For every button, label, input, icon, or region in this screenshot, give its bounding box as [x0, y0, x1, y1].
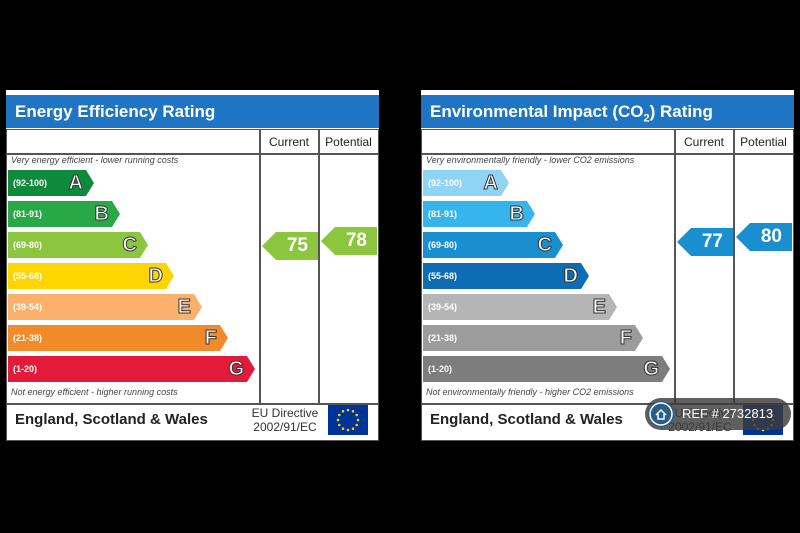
potential-column-header: Potential	[325, 135, 372, 149]
header-divider	[421, 153, 794, 155]
eu-directive-line1: EU Directive	[251, 406, 319, 420]
band-letter-label: A	[68, 172, 83, 194]
band-range-label: (39-54)	[13, 302, 43, 312]
band-letter-label: C	[122, 234, 137, 256]
band-letter-label: D	[563, 265, 578, 287]
current-column-header: Current	[268, 135, 309, 149]
header-divider	[6, 153, 379, 155]
potential-column-divider	[733, 129, 735, 403]
band-f: (21-38) F	[423, 325, 643, 351]
top-note: Very energy efficient - lower running co…	[11, 155, 179, 165]
current-column-divider	[674, 129, 676, 403]
band-d: (55-68) D	[8, 263, 174, 289]
bottom-note: Not environmentally friendly - higher CO…	[426, 387, 634, 397]
footer-divider	[421, 403, 794, 405]
band-range-label: (39-54)	[428, 302, 458, 312]
band-range-label: (55-68)	[428, 271, 458, 281]
bottom-note: Not energy efficient - higher running co…	[11, 387, 178, 397]
band-letter-label: E	[177, 296, 191, 318]
band-f: (21-38) F	[8, 325, 228, 351]
band-letter-label: E	[592, 296, 606, 318]
band-letter-label: C	[537, 234, 552, 256]
chart-title: Energy Efficiency Rating	[6, 95, 379, 128]
band-c: (69-80) C	[8, 232, 148, 258]
current-column-header: Current	[683, 135, 724, 149]
eu-flag-icon	[328, 405, 368, 435]
top-note: Very environmentally friendly - lower CO…	[426, 155, 635, 165]
band-letter-label: B	[94, 203, 109, 225]
band-range-label: (21-38)	[13, 333, 43, 343]
band-g: (1-20) G	[423, 356, 670, 382]
chart-frame	[421, 129, 794, 441]
potential-rating-arrow: 78	[321, 227, 377, 255]
band-range-label: (1-20)	[428, 364, 453, 374]
band-letter-label: A	[483, 172, 498, 194]
band-letter-label: B	[509, 203, 524, 225]
band-b: (81-91) B	[8, 201, 120, 227]
band-letter-label: D	[148, 265, 163, 287]
current-column-divider	[259, 129, 261, 403]
band-range-label: (1-20)	[13, 364, 38, 374]
band-range-label: (81-91)	[428, 209, 458, 219]
band-b: (81-91) B	[423, 201, 535, 227]
country-label: England, Scotland & Wales	[15, 411, 208, 428]
band-range-label: (92-100)	[13, 178, 48, 188]
band-letter-label: F	[619, 327, 632, 349]
band-range-label: (92-100)	[428, 178, 463, 188]
band-letter-label: F	[204, 327, 217, 349]
chart-frame	[6, 129, 379, 441]
band-d: (55-68) D	[423, 263, 589, 289]
chart-title: Environmental Impact (CO2) Rating	[421, 95, 794, 128]
band-g: (1-20) G	[8, 356, 255, 382]
band-range-label: (21-38)	[428, 333, 458, 343]
band-e: (39-54) E	[423, 294, 617, 320]
energy-efficiency-panel: Energy Efficiency Rating Current Potential…	[6, 90, 379, 441]
home-icon	[648, 401, 674, 427]
environmental-impact-panel: Environmental Impact (CO2) Rating Current…	[421, 90, 794, 441]
band-a: (92-100) A	[423, 170, 509, 196]
potential-column-divider	[318, 129, 320, 403]
band-e: (39-54) E	[8, 294, 202, 320]
band-c: (69-80) C	[423, 232, 563, 258]
band-range-label: (55-68)	[13, 271, 43, 281]
potential-column-header: Potential	[740, 135, 787, 149]
country-label: England, Scotland & Wales	[430, 411, 623, 428]
band-a: (92-100) A	[8, 170, 94, 196]
band-range-label: (69-80)	[428, 240, 458, 250]
current-rating-arrow: 75	[262, 232, 318, 260]
reference-text: REF # 2732813	[682, 406, 774, 421]
band-range-label: (69-80)	[13, 240, 43, 250]
footer-divider	[6, 403, 379, 405]
band-range-label: (81-91)	[13, 209, 43, 219]
reference-badge: REF # 2732813	[645, 398, 791, 430]
band-letter-label: G	[228, 358, 244, 380]
band-letter-label: G	[643, 358, 659, 380]
eu-directive-line2: 2002/91/EC	[253, 420, 317, 434]
